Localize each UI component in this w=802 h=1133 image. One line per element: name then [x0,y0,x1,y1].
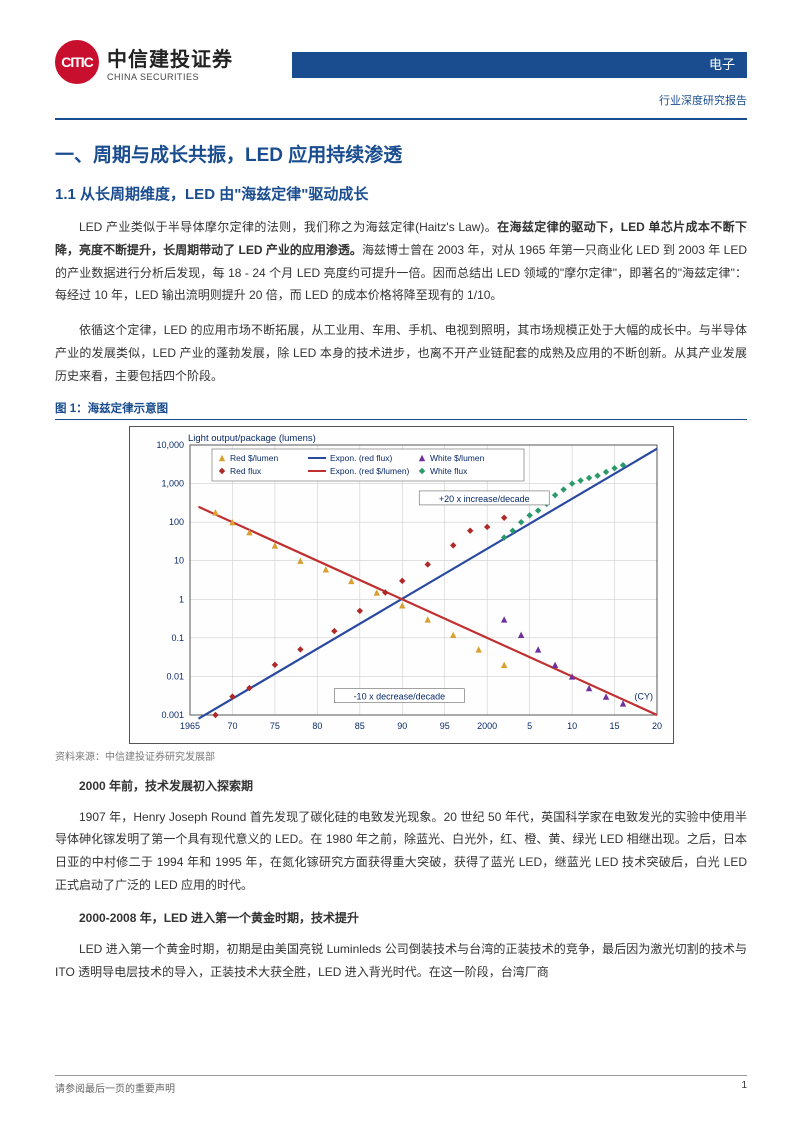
svg-text:2000: 2000 [477,721,497,731]
svg-text:Expon. (red flux): Expon. (red flux) [330,453,393,463]
para-1: LED 产业类似于半导体摩尔定律的法则，我们称之为海兹定律(Haitz's La… [55,216,747,307]
svg-text:80: 80 [312,721,322,731]
footer-disclaimer: 请参阅最后一页的重要声明 [55,1080,175,1095]
logo-en: CHINA SECURITIES [107,72,233,82]
logo-inner-text: CITIC [61,54,93,70]
report-type: 行业深度研究报告 [55,92,747,108]
header-divider [55,118,747,120]
page-header: CITIC 中信建投证券 CHINA SECURITIES 电子 [55,40,747,84]
svg-text:95: 95 [439,721,449,731]
figure-source: 资料来源：中信建投证券研究发展部 [55,748,747,763]
svg-text:Red $/lumen: Red $/lumen [230,453,278,463]
svg-text:White $/lumen: White $/lumen [430,453,485,463]
logo-text: 中信建投证券 CHINA SECURITIES [107,43,233,82]
chart-svg: 0.001 0.01 0.1 1 10 100 1,000 10,000 1965 70 75 80 8… [130,427,675,745]
svg-text:Light output/package (lumens): Light output/package (lumens) [188,433,316,444]
section-h2: 1.1 从长周期维度，LED 由"海兹定律"驱动成长 [55,183,747,204]
svg-text:+20 x increase/decade: +20 x increase/decade [438,493,529,503]
header-category-bar: 电子 [292,52,747,78]
logo-block: CITIC 中信建投证券 CHINA SECURITIES [55,40,233,84]
svg-text:10,000: 10,000 [156,440,184,450]
svg-text:10: 10 [567,721,577,731]
svg-text:0.1: 0.1 [171,632,184,642]
logo-icon: CITIC [55,40,99,84]
svg-text:20: 20 [651,721,661,731]
svg-text:Red flux: Red flux [230,466,262,476]
svg-text:1965: 1965 [179,721,199,731]
svg-text:1,000: 1,000 [161,478,184,488]
logo-cn: 中信建投证券 [107,43,233,72]
para-2: 依循这个定律，LED 的应用市场不断拓展，从工业用、车用、手机、电视到照明，其市… [55,319,747,387]
svg-text:70: 70 [227,721,237,731]
svg-text:85: 85 [354,721,364,731]
svg-text:90: 90 [397,721,407,731]
sub-heading-2: 2000-2008 年，LED 进入第一个黄金时期，技术提升 [55,909,747,926]
svg-text:0.001: 0.001 [161,710,184,720]
para-3: 1907 年，Henry Joseph Round 首先发现了碳化硅的电致发光现… [55,806,747,897]
svg-text:10: 10 [173,555,183,565]
svg-text:75: 75 [269,721,279,731]
figure-title: 图 1：海兹定律示意图 [55,400,747,420]
svg-text:White flux: White flux [430,466,468,476]
page-number: 1 [741,1080,747,1095]
page-footer: 请参阅最后一页的重要声明 1 [55,1075,747,1095]
svg-text:-10 x decrease/decade: -10 x decrease/decade [353,691,445,701]
svg-text:(CY): (CY) [634,691,653,701]
svg-text:5: 5 [527,721,532,731]
svg-text:1: 1 [178,594,183,604]
svg-text:0.01: 0.01 [166,671,184,681]
svg-text:Expon. (red $/lumen): Expon. (red $/lumen) [330,466,410,476]
svg-text:100: 100 [168,517,183,527]
section-h1: 一、周期与成长共振，LED 应用持续渗透 [55,140,747,167]
svg-text:15: 15 [609,721,619,731]
para-4: LED 进入第一个黄金时期，初期是由美国亮锐 Luminleds 公司倒装技术与… [55,938,747,984]
haitz-chart: 0.001 0.01 0.1 1 10 100 1,000 10,000 1965 70 75 80 8… [129,426,674,744]
sub-heading-1: 2000 年前，技术发展初入探索期 [55,777,747,794]
p1a: LED 产业类似于半导体摩尔定律的法则，我们称之为海兹定律(Haitz's La… [79,220,497,234]
